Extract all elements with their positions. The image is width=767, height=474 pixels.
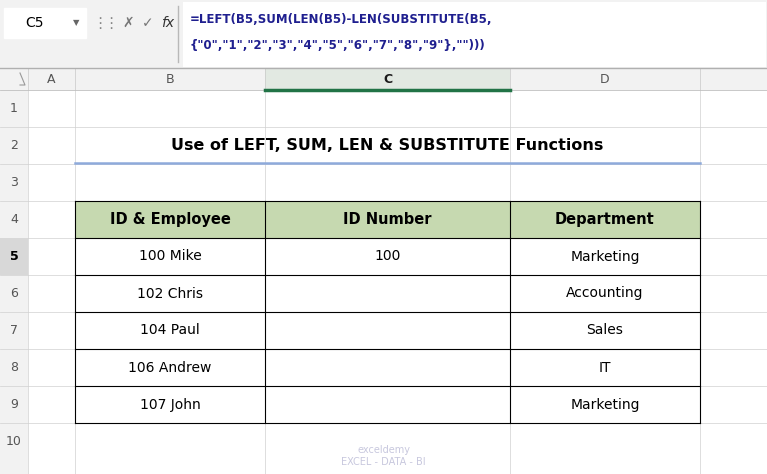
Bar xyxy=(75,201,700,423)
Text: {"0","1","2","3","4","5","6","7","8","9"},""))): {"0","1","2","3","4","5","6","7","8","9"… xyxy=(190,38,486,52)
Text: ▼: ▼ xyxy=(73,18,79,27)
Text: 8: 8 xyxy=(10,361,18,374)
Text: 4: 4 xyxy=(10,213,18,226)
Text: 104 Paul: 104 Paul xyxy=(140,323,200,337)
Text: B: B xyxy=(166,73,174,85)
Text: exceldemy
EXCEL - DATA - BI: exceldemy EXCEL - DATA - BI xyxy=(341,445,426,467)
Text: =LEFT(B5,SUM(LEN(B5)-LEN(SUBSTITUTE(B5,: =LEFT(B5,SUM(LEN(B5)-LEN(SUBSTITUTE(B5, xyxy=(190,12,492,26)
Text: Marketing: Marketing xyxy=(570,398,640,411)
Text: 9: 9 xyxy=(10,398,18,411)
Text: ✓: ✓ xyxy=(142,16,154,30)
Text: 10: 10 xyxy=(6,435,22,448)
Text: 107 John: 107 John xyxy=(140,398,200,411)
Text: 5: 5 xyxy=(10,250,18,263)
Text: 100 Mike: 100 Mike xyxy=(139,249,202,264)
Text: 102 Chris: 102 Chris xyxy=(137,286,203,301)
Text: 6: 6 xyxy=(10,287,18,300)
Text: ⋮: ⋮ xyxy=(104,16,119,30)
Text: Accounting: Accounting xyxy=(566,286,644,301)
Text: Marketing: Marketing xyxy=(570,249,640,264)
Text: ✗: ✗ xyxy=(122,16,133,30)
Text: A: A xyxy=(48,73,56,85)
Bar xyxy=(75,201,700,423)
Bar xyxy=(0,68,767,90)
Bar xyxy=(0,0,767,68)
Bar xyxy=(184,3,764,65)
Text: Use of LEFT, SUM, LEN & SUBSTITUTE Functions: Use of LEFT, SUM, LEN & SUBSTITUTE Funct… xyxy=(171,138,604,153)
Text: ID & Employee: ID & Employee xyxy=(110,212,230,227)
Text: fx: fx xyxy=(161,16,175,30)
Text: 3: 3 xyxy=(10,176,18,189)
Text: Sales: Sales xyxy=(587,323,624,337)
Text: 106 Andrew: 106 Andrew xyxy=(128,361,212,374)
Text: ID Number: ID Number xyxy=(344,212,432,227)
Bar xyxy=(0,90,28,474)
Text: 100: 100 xyxy=(374,249,400,264)
Text: 7: 7 xyxy=(10,324,18,337)
Bar xyxy=(0,238,28,275)
Bar xyxy=(0,68,28,90)
Bar xyxy=(75,201,700,238)
Text: 2: 2 xyxy=(10,139,18,152)
Text: C: C xyxy=(383,73,392,85)
Text: ⋮: ⋮ xyxy=(92,16,107,30)
Bar xyxy=(0,90,767,474)
Bar xyxy=(4,8,86,38)
Text: C5: C5 xyxy=(25,16,43,30)
Bar xyxy=(265,238,510,275)
Text: 1: 1 xyxy=(10,102,18,115)
Text: IT: IT xyxy=(599,361,611,374)
Bar xyxy=(265,68,510,90)
Text: Department: Department xyxy=(555,212,655,227)
Text: 5: 5 xyxy=(10,250,18,263)
Text: D: D xyxy=(601,73,610,85)
